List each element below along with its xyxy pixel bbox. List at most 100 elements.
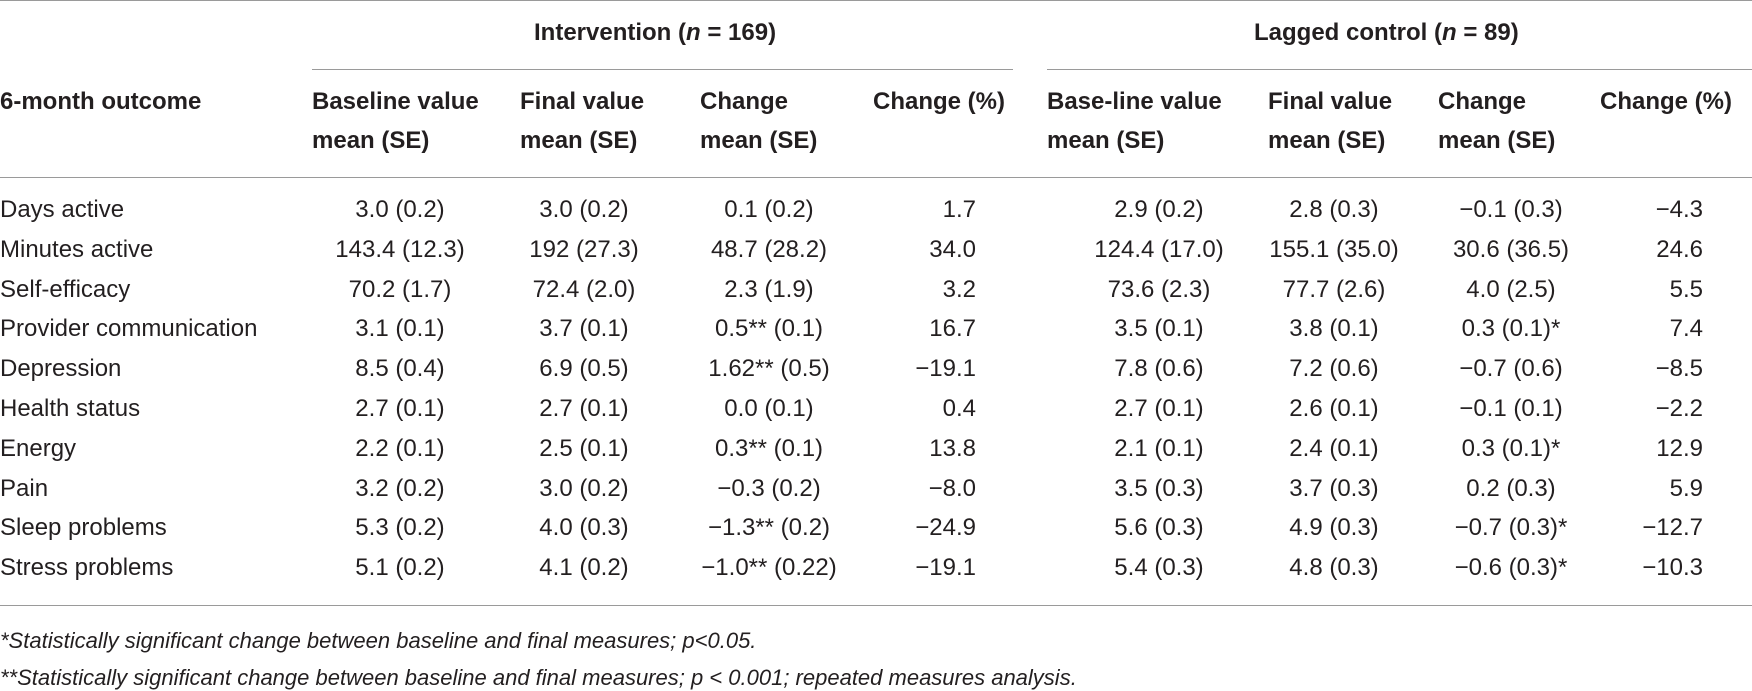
table-cell: 5.3 (0.2) <box>355 514 445 542</box>
row-label: Depression <box>0 355 122 383</box>
table-cell: −8.5 <box>1655 355 1703 383</box>
col-header-change-pct-control: Change (%) <box>1600 82 1732 121</box>
table-cell: −8.0 <box>928 474 976 502</box>
col-header-final-control: Final value mean (SE) <box>1268 82 1392 160</box>
table-cell: 192 (27.3) <box>529 235 639 263</box>
col-header-line2: mean (SE) <box>520 127 638 154</box>
table-cell: 70.2 (1.7) <box>348 275 452 303</box>
row-header-label: 6-month outcome <box>0 88 202 115</box>
table-cell: 0.5** (0.1) <box>714 315 824 343</box>
table-cell: 5.9 <box>1669 474 1703 502</box>
table-cell: 2.4 (0.1) <box>1289 434 1379 462</box>
table-cell: 5.5 <box>1669 275 1703 303</box>
table-cell: 1.62** (0.5) <box>708 355 830 383</box>
group-header-intervention: Intervention (n = 169) <box>534 19 776 47</box>
table-cell: −19.1 <box>915 554 976 582</box>
control-group-rule <box>1047 69 1752 70</box>
col-header-line2: mean (SE) <box>1047 127 1165 154</box>
table-cell: 124.4 (17.0) <box>1094 235 1224 263</box>
table-cell: 6.9 (0.5) <box>539 355 629 383</box>
row-label: Pain <box>0 474 49 502</box>
table-cell: 2.6 (0.1) <box>1289 395 1379 422</box>
table-cell: 4.0 (2.5) <box>1466 275 1556 303</box>
table-cell: 3.7 (0.1) <box>539 315 629 343</box>
col-header-baseline-control: Base-line value mean (SE) <box>1047 82 1222 160</box>
group-n-symbol: n <box>1442 19 1457 46</box>
table-cell: 2.7 (0.1) <box>1114 395 1204 422</box>
table-cell: 7.2 (0.6) <box>1289 355 1379 383</box>
table-cell: 7.4 <box>1669 315 1703 343</box>
group-label-prefix: Intervention ( <box>534 19 687 46</box>
col-header-change-control: Change mean (SE) <box>1438 82 1555 160</box>
group-n-value: = 89) <box>1456 19 1519 46</box>
table-cell: 13.8 <box>929 434 976 462</box>
col-header-baseline-intervention: Baseline value mean (SE) <box>312 82 479 160</box>
table-cell: 3.0 (0.2) <box>539 196 629 223</box>
table-cell: 2.8 (0.3) <box>1289 196 1379 223</box>
table-bottom-rule <box>0 605 1752 606</box>
table-cell: 3.1 (0.1) <box>355 315 445 343</box>
table-cell: 2.5 (0.1) <box>539 434 629 462</box>
col-header-line2: mean (SE) <box>1268 127 1386 154</box>
table-cell: 3.7 (0.3) <box>1289 474 1379 502</box>
col-header-line1: Change <box>1438 88 1527 115</box>
table-cell: 0.3 (0.1)* <box>1461 434 1561 462</box>
table-cell: 2.3 (1.9) <box>724 275 814 303</box>
table-cell: −0.7 (0.6) <box>1459 355 1563 383</box>
table-cell: 2.2 (0.1) <box>355 434 445 462</box>
table-cell: 2.1 (0.1) <box>1114 434 1204 462</box>
table-cell: −1.0** (0.22) <box>701 554 837 582</box>
table-cell: 8.5 (0.4) <box>355 355 445 383</box>
table-cell: −19.1 <box>915 355 976 383</box>
table-cell: 3.2 (0.2) <box>355 474 445 502</box>
header-bottom-rule <box>0 177 1752 178</box>
group-header-lagged-control: Lagged control (n = 89) <box>1254 19 1519 47</box>
footnote-single-asterisk: *Statistically significant change betwee… <box>0 628 757 653</box>
table-cell: 2.7 (0.1) <box>539 395 629 422</box>
table-cell: 0.1 (0.2) <box>724 196 814 223</box>
table-cell: 0.4 <box>942 395 976 422</box>
table-cell: −10.3 <box>1642 554 1703 582</box>
table-cell: 155.1 (35.0) <box>1269 235 1399 263</box>
table-cell: 4.0 (0.3) <box>539 514 629 542</box>
col-header-line1: Change <box>700 88 789 115</box>
table-cell: 3.5 (0.1) <box>1114 315 1204 343</box>
table-cell: −4.3 <box>1655 196 1703 223</box>
row-label: Stress problems <box>0 554 174 582</box>
table-cell: 0.3** (0.1) <box>714 434 824 462</box>
table-cell: 4.8 (0.3) <box>1289 554 1379 582</box>
table-cell: 3.0 (0.2) <box>539 474 629 502</box>
table-cell: 24.6 <box>1656 235 1703 263</box>
table-cell: −0.1 (0.1) <box>1459 395 1563 422</box>
table-cell: 4.9 (0.3) <box>1289 514 1379 542</box>
footnote-double-asterisk: **Statistically significant change betwe… <box>0 665 1077 690</box>
col-header-change-pct-intervention: Change (%) <box>873 82 1005 121</box>
row-label: Sleep problems <box>0 514 167 542</box>
col-header-line1: Baseline value <box>312 88 479 115</box>
row-label: Energy <box>0 434 77 462</box>
table-cell: 5.4 (0.3) <box>1114 554 1204 582</box>
table-cell: −1.3** (0.2) <box>707 514 831 542</box>
col-header-line2: mean (SE) <box>700 127 818 154</box>
col-header-line1: Change (%) <box>1600 88 1732 115</box>
table-cell: −0.3 (0.2) <box>717 474 821 502</box>
table-cell: 3.0 (0.2) <box>355 196 445 223</box>
table-cell: 3.8 (0.1) <box>1289 315 1379 343</box>
table-cell: 3.5 (0.3) <box>1114 474 1204 502</box>
group-n-value: = 169) <box>700 19 777 46</box>
table-cell: 4.1 (0.2) <box>539 554 629 582</box>
table-cell: 34.0 <box>929 235 976 263</box>
row-label: Minutes active <box>0 235 154 263</box>
col-header-line2: mean (SE) <box>1438 127 1556 154</box>
table-cell: −0.1 (0.3) <box>1459 196 1563 223</box>
table-cell: 5.6 (0.3) <box>1114 514 1204 542</box>
col-header-line1: Change (%) <box>873 88 1005 115</box>
table-cell: 2.7 (0.1) <box>355 395 445 422</box>
table-cell: 12.9 <box>1656 434 1703 462</box>
table-cell: 73.6 (2.3) <box>1107 275 1211 303</box>
table-cell: 5.1 (0.2) <box>355 554 445 582</box>
table-cell: 0.0 (0.1) <box>724 395 814 422</box>
col-header-change-intervention: Change mean (SE) <box>700 82 817 160</box>
table-cell: −0.7 (0.3)* <box>1454 514 1568 542</box>
intervention-group-rule <box>312 69 1013 70</box>
